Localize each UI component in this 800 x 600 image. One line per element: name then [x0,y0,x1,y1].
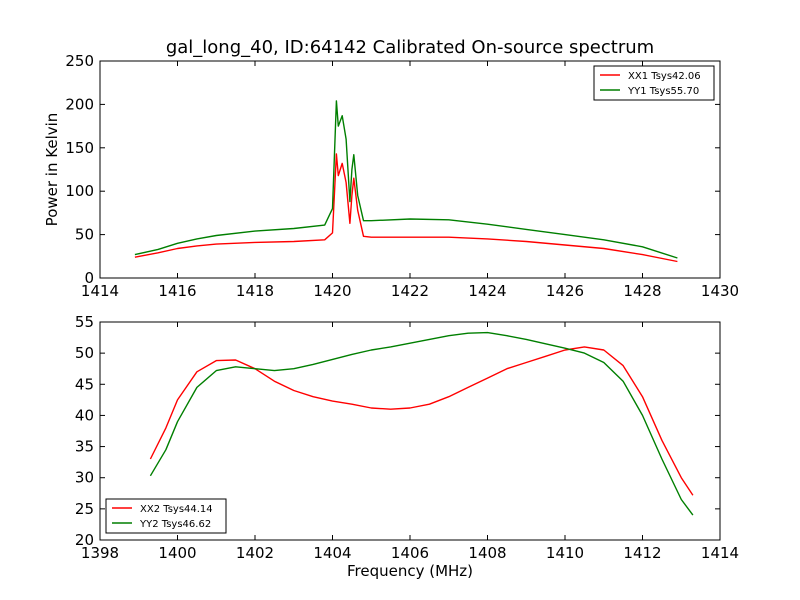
x-tick-label: 1418 [236,282,274,300]
x-tick-label: 1406 [391,544,429,562]
y-tick-label: 150 [65,139,94,157]
y-tick-label: 40 [75,406,94,424]
legend-box [105,498,227,534]
x-tick-label: 1422 [391,282,429,300]
series-line-1-2 [134,100,678,259]
x-tick-label: 1420 [313,282,351,300]
x-tick-label: 1398 [81,544,119,562]
legend-box [593,65,715,101]
x-tick-label: 1412 [623,544,661,562]
y-tick-label: 50 [75,344,94,362]
legend: XX1 Tsys42.06 YY1 Tsys55.70 [593,65,715,101]
y-tick-label: 35 [75,438,94,456]
y-tick-label: 0 [84,269,94,287]
y-tick-label: 45 [75,375,94,393]
chart-panel-2: 1398 1400 1402 1404 1406 1408 1410 1412 1414 20 25… [75,313,739,580]
x-tick-label: 1430 [701,282,739,300]
legend: XX2 Tsys44.14 YY2 Tsys46.62 [105,498,227,534]
legend-label: YY2 Tsys46.62 [139,519,211,530]
x-tick-label: 1424 [468,282,506,300]
panels: 1414 1416 1418 1420 1422 1424 1426 1428 14300501… [43,52,739,580]
y-tick-label: 250 [65,52,94,70]
x-tick-label: 1404 [313,544,351,562]
x-tick-label: 1416 [158,282,196,300]
x-tick-label: 1410 [546,544,584,562]
x-tick-label: 1400 [158,544,196,562]
y-tick-label: 100 [65,182,94,200]
series-group [134,100,678,263]
series-line-2-1 [149,346,694,496]
y-axis-label: Power in Kelvin [43,113,61,227]
y-tick-label: 25 [75,500,94,518]
x-tick-label: 1408 [468,544,506,562]
series-line-1-1 [134,153,678,263]
x-tick-label: 1428 [623,282,661,300]
y-tick-label: 55 [75,313,94,331]
y-tick-label: 200 [65,95,94,113]
legend-label: XX1 Tsys42.06 [628,71,701,82]
x-tick-label: 1426 [546,282,584,300]
y-tick-label: 30 [75,469,94,487]
x-axis-label: Frequency (MHz) [347,562,473,580]
y-tick-label: 50 [75,226,94,244]
series-group [149,331,694,516]
x-tick-label: 1414 [81,282,119,300]
chart-title: gal_long_40, ID:64142 Calibrated On-sour… [166,37,654,58]
series-line-2-2 [149,331,694,516]
legend-label: YY1 Tsys55.70 [627,86,699,97]
x-tick-label: 1402 [236,544,274,562]
x-tick-label: 1414 [701,544,739,562]
chart-panel-1: 1414 1416 1418 1420 1422 1424 1426 1428 1430 0 50 1… [43,52,739,300]
legend-label: XX2 Tsys44.14 [140,504,213,515]
y-tick-label: 20 [75,531,94,549]
